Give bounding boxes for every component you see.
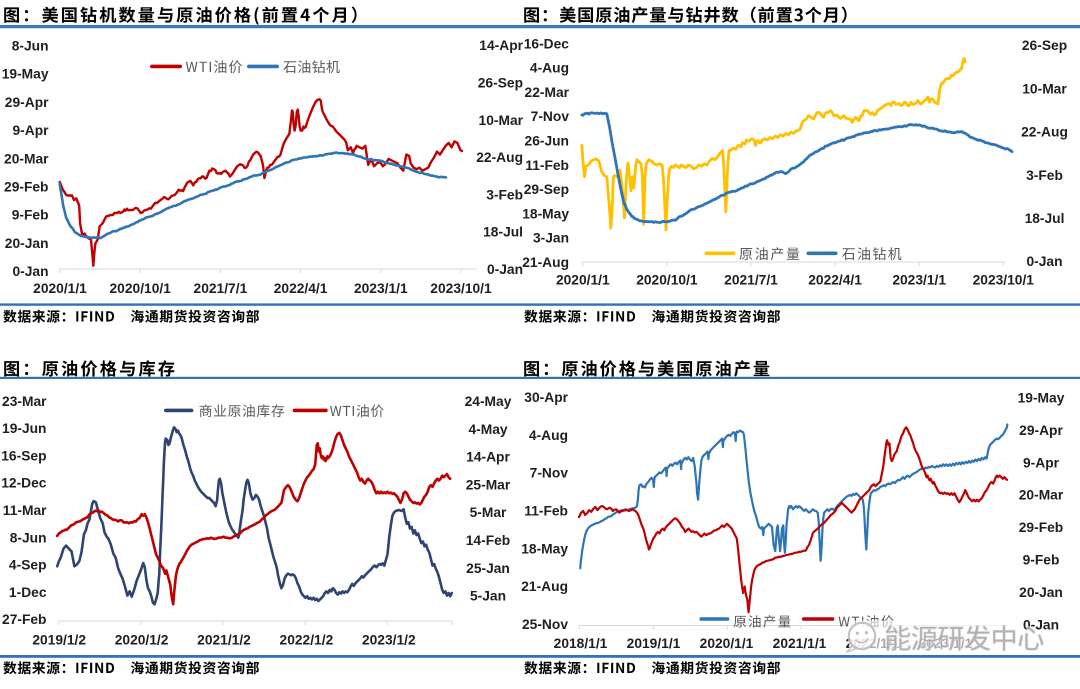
svg-text:0-Jan: 0-Jan (1026, 254, 1062, 269)
svg-text:14-Feb: 14-Feb (466, 533, 510, 548)
svg-text:4-Aug: 4-Aug (530, 61, 569, 76)
svg-text:20-Mar: 20-Mar (1019, 488, 1064, 503)
svg-text:19-May: 19-May (1018, 391, 1065, 406)
svg-text:2020/10/1: 2020/10/1 (110, 281, 172, 296)
svg-text:2020/1/1: 2020/1/1 (700, 636, 754, 651)
svg-text:29-Sep: 29-Sep (524, 182, 569, 197)
svg-text:22-Aug: 22-Aug (476, 150, 523, 165)
svg-text:26-Sep: 26-Sep (478, 76, 523, 91)
svg-text:11-Feb: 11-Feb (525, 158, 569, 173)
svg-text:2020/1/1: 2020/1/1 (556, 272, 610, 287)
svg-text:19-Jun: 19-Jun (2, 421, 46, 436)
svg-text:9-Apr: 9-Apr (12, 123, 49, 138)
svg-text:7-Nov: 7-Nov (530, 466, 569, 481)
svg-text:4-Sep: 4-Sep (9, 558, 47, 573)
svg-text:2018/1/1: 2018/1/1 (554, 636, 608, 651)
svg-text:2021/7/1: 2021/7/1 (194, 281, 248, 296)
svg-text:29-Feb: 29-Feb (1019, 520, 1063, 535)
svg-text:21-Aug: 21-Aug (522, 255, 569, 270)
svg-text:4-Aug: 4-Aug (529, 428, 568, 443)
svg-text:20-Jan: 20-Jan (1019, 585, 1063, 600)
svg-text:2021/1/2: 2021/1/2 (197, 632, 251, 647)
svg-text:25-Mar: 25-Mar (466, 477, 511, 492)
svg-text:11-Feb: 11-Feb (524, 504, 568, 519)
svg-text:0-Jan: 0-Jan (12, 264, 48, 279)
svg-text:19-May: 19-May (2, 67, 49, 82)
svg-text:2019/1/2: 2019/1/2 (32, 632, 86, 647)
svg-text:8-Jun: 8-Jun (10, 530, 47, 545)
svg-text:23-Mar: 23-Mar (2, 394, 47, 409)
svg-text:9-Feb: 9-Feb (12, 208, 49, 223)
svg-text:2023/1/1: 2023/1/1 (354, 281, 408, 296)
svg-text:29-Apr: 29-Apr (5, 95, 49, 110)
svg-text:20-Mar: 20-Mar (4, 151, 49, 166)
svg-text:29-Feb: 29-Feb (4, 180, 48, 195)
svg-text:22-Aug: 22-Aug (1021, 125, 1068, 140)
svg-text:11-Mar: 11-Mar (3, 503, 47, 518)
svg-text:26-Jun: 26-Jun (525, 133, 569, 148)
svg-text:10-Mar: 10-Mar (479, 113, 524, 128)
svg-text:2023/1/1: 2023/1/1 (892, 272, 946, 287)
svg-text:30-Apr: 30-Apr (524, 390, 568, 405)
svg-text:26-Sep: 26-Sep (1022, 38, 1067, 53)
svg-text:7-Nov: 7-Nov (531, 109, 570, 124)
svg-text:3-Feb: 3-Feb (1026, 168, 1063, 183)
svg-text:18-Jul: 18-Jul (1025, 211, 1065, 226)
svg-text:10-Mar: 10-Mar (1022, 81, 1067, 96)
svg-text:2021/1/1: 2021/1/1 (773, 636, 827, 651)
svg-text:8-Jun: 8-Jun (12, 39, 49, 54)
svg-text:16-Dec: 16-Dec (524, 36, 570, 51)
svg-text:2020/1/1: 2020/1/1 (33, 281, 87, 296)
svg-text:2022/4/1: 2022/4/1 (808, 272, 862, 287)
svg-text:16-Sep: 16-Sep (1, 448, 46, 463)
svg-text:9-Apr: 9-Apr (1023, 455, 1060, 470)
svg-text:3-Feb: 3-Feb (486, 187, 523, 202)
svg-text:24-May: 24-May (465, 394, 512, 409)
svg-text:12-Dec: 12-Dec (1, 476, 47, 491)
svg-text:29-Apr: 29-Apr (1019, 423, 1063, 438)
svg-text:25-Jan: 25-Jan (466, 561, 510, 576)
svg-text:20-Jan: 20-Jan (5, 236, 49, 251)
svg-text:4-May: 4-May (468, 422, 507, 437)
svg-text:2023/1/2: 2023/1/2 (362, 632, 416, 647)
svg-text:0-Jan: 0-Jan (487, 262, 523, 277)
svg-text:25-Nov: 25-Nov (522, 617, 568, 632)
svg-text:2023/10/1: 2023/10/1 (973, 272, 1035, 287)
svg-text:9-Feb: 9-Feb (1023, 553, 1060, 568)
svg-text:1-Dec: 1-Dec (9, 585, 47, 600)
svg-text:2022/4/1: 2022/4/1 (274, 281, 328, 296)
svg-text:27-Feb: 27-Feb (2, 612, 46, 627)
svg-text:21-Aug: 21-Aug (521, 579, 568, 594)
svg-text:14-Apr: 14-Apr (466, 450, 510, 465)
svg-text:18-Jul: 18-Jul (483, 225, 523, 240)
svg-text:2022/1/2: 2022/1/2 (280, 632, 334, 647)
svg-text:14-Apr: 14-Apr (479, 38, 523, 53)
svg-text:2020/1/2: 2020/1/2 (115, 632, 169, 647)
svg-text:0-Jan: 0-Jan (1023, 617, 1059, 632)
svg-text:2020/10/1: 2020/10/1 (636, 272, 698, 287)
svg-text:18-May: 18-May (521, 541, 568, 556)
svg-text:22-Mar: 22-Mar (525, 85, 570, 100)
svg-text:2019/1/1: 2019/1/1 (627, 636, 681, 651)
svg-text:2021/7/1: 2021/7/1 (724, 272, 778, 287)
svg-text:2023/10/1: 2023/10/1 (430, 281, 492, 296)
svg-text:5-Jan: 5-Jan (470, 589, 506, 604)
svg-text:3-Jan: 3-Jan (533, 231, 569, 246)
svg-text:5-Mar: 5-Mar (470, 505, 507, 520)
svg-text:18-May: 18-May (522, 206, 569, 221)
